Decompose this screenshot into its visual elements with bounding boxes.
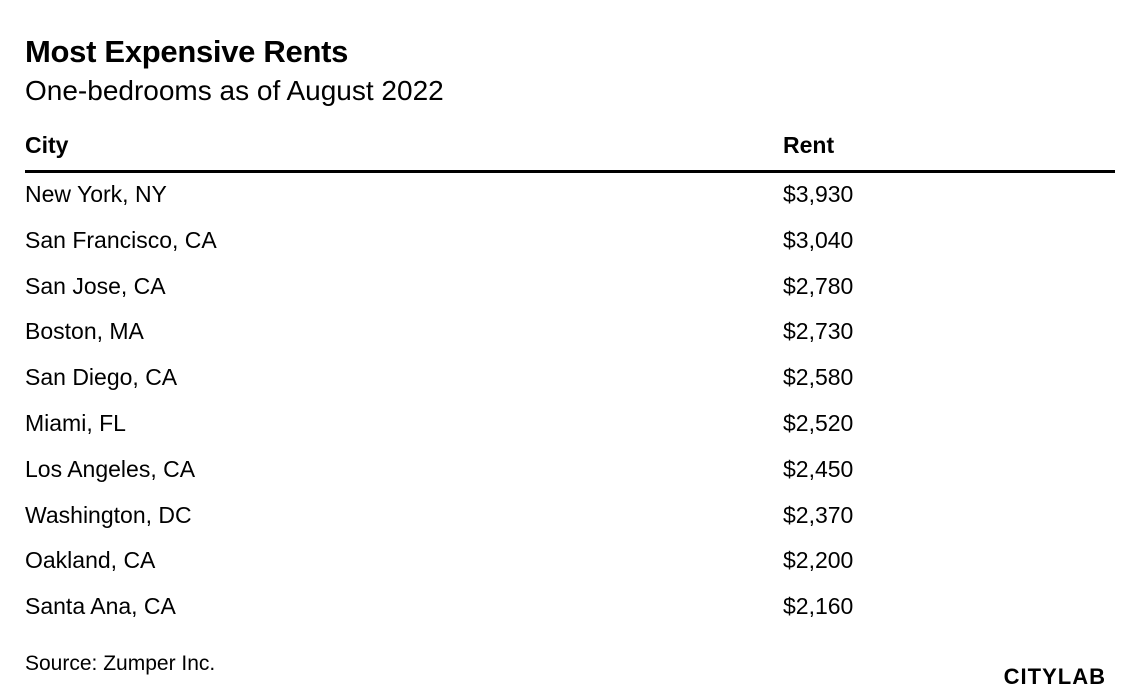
column-header-rent: Rent — [783, 132, 835, 158]
city-cell: Oakland, CA — [25, 547, 156, 574]
chart-subtitle: One-bedrooms as of August 2022 — [25, 75, 444, 106]
city-cell: New York, NY — [25, 181, 167, 207]
table-header: City Rent — [25, 126, 1115, 173]
rent-cell: $3,040 — [783, 226, 854, 253]
rent-cell: $2,160 — [783, 593, 854, 620]
city-cell: Miami, FL — [25, 409, 126, 436]
table-row: San Jose, CA $2,780 — [25, 265, 1115, 311]
table-row: Los Angeles, CA $2,450 — [25, 448, 1115, 494]
rent-cell: $2,580 — [783, 364, 854, 391]
rent-cell: $2,520 — [783, 409, 854, 436]
rent-cell: $2,730 — [783, 318, 854, 345]
city-cell: San Diego, CA — [25, 364, 178, 391]
chart-title: Most Expensive Rents — [25, 34, 349, 69]
rent-cell: $2,200 — [783, 547, 854, 574]
city-cell: Washington, DC — [25, 501, 192, 528]
rent-table: City Rent New York, NY $3,930 San Francisc… — [25, 126, 1115, 631]
table-row: Boston, MA $2,730 — [25, 310, 1115, 356]
table-row: Washington, DC $2,370 — [25, 494, 1115, 540]
city-cell: San Jose, CA — [25, 272, 166, 299]
table-row: Santa Ana, CA $2,160 — [25, 585, 1115, 631]
city-cell: Los Angeles, CA — [25, 455, 196, 482]
city-cell: Boston, MA — [25, 318, 144, 345]
source-note: Source: Zumper Inc. — [25, 652, 216, 675]
table-row: New York, NY $3,930 — [25, 173, 1115, 219]
city-cell: Santa Ana, CA — [25, 593, 176, 620]
table-row: Oakland, CA $2,200 — [25, 539, 1115, 585]
rent-cell: $2,450 — [783, 455, 854, 482]
table-body: New York, NY $3,930 San Francisco, CA $3,04… — [25, 173, 1115, 631]
rent-cell: $2,370 — [783, 501, 854, 528]
rent-cell: $3,930 — [783, 181, 854, 207]
rent-cell: $2,780 — [783, 272, 854, 299]
citylab-logo: CITYLAB — [1003, 664, 1106, 689]
column-header-city: City — [25, 132, 69, 158]
table-row: Miami, FL $2,520 — [25, 402, 1115, 448]
city-cell: San Francisco, CA — [25, 226, 217, 253]
table-row: San Francisco, CA $3,040 — [25, 219, 1115, 265]
table-row: San Diego, CA $2,580 — [25, 356, 1115, 402]
